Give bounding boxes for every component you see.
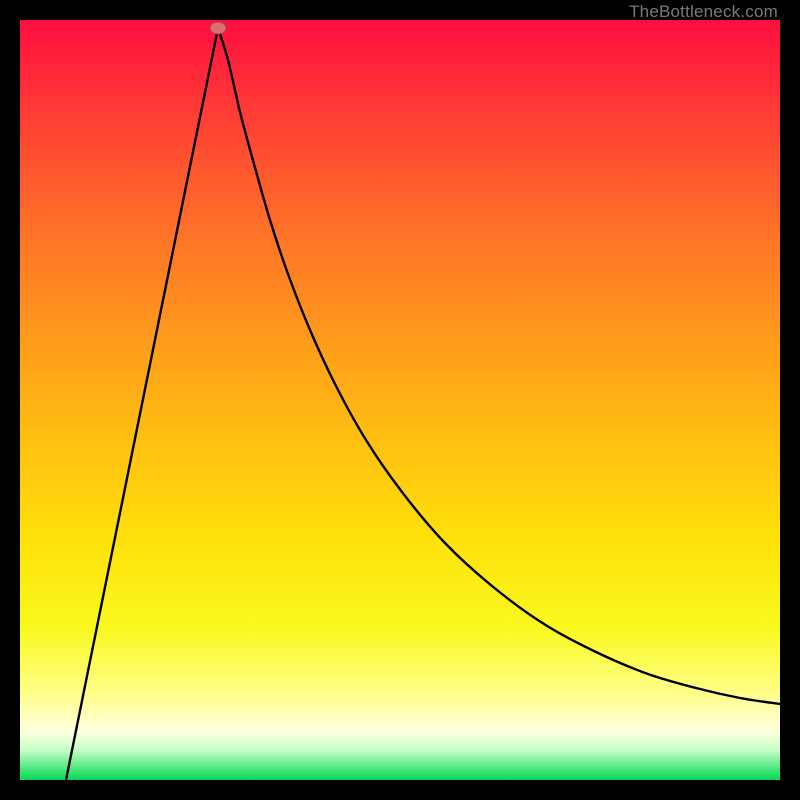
curve-path bbox=[66, 28, 780, 780]
bottleneck-curve bbox=[20, 20, 780, 780]
watermark-text: TheBottleneck.com bbox=[629, 2, 778, 22]
plot-area bbox=[20, 20, 780, 780]
chart-frame: TheBottleneck.com bbox=[0, 0, 800, 800]
vertex-marker bbox=[210, 22, 226, 34]
